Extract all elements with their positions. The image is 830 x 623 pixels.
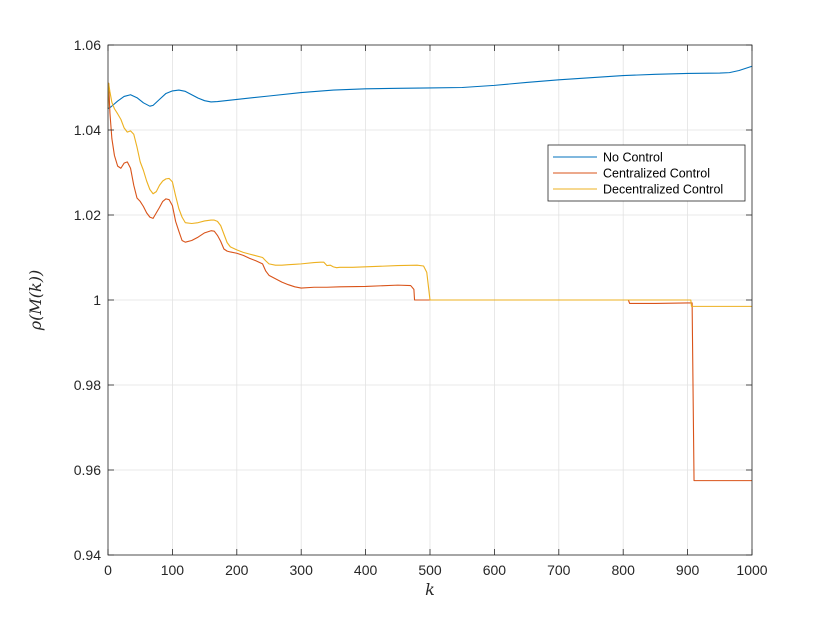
legend: No Control Centralized Control Decentral… bbox=[547, 144, 746, 202]
x-tick-label: 100 bbox=[161, 562, 185, 578]
series-line-no-control bbox=[107, 65, 753, 110]
y-tick-label: 0.98 bbox=[74, 377, 101, 393]
x-tick-label: 700 bbox=[547, 562, 571, 578]
series-layer bbox=[107, 65, 753, 482]
axis-ticks bbox=[107, 44, 753, 556]
x-tick-label: 200 bbox=[225, 562, 249, 578]
x-tick-label: 0 bbox=[104, 562, 112, 578]
x-tick-label: 900 bbox=[676, 562, 700, 578]
series-line-decentralized-control bbox=[107, 82, 752, 307]
x-tick-label: 400 bbox=[354, 562, 378, 578]
y-tick-label: 1.02 bbox=[74, 207, 101, 223]
x-tick-label: 300 bbox=[290, 562, 314, 578]
x-tick-label: 800 bbox=[612, 562, 636, 578]
x-tick-labels: 0 100 200 300 400 500 600 700 800 900 1000 bbox=[104, 562, 768, 578]
y-tick-labels: 0.94 0.96 0.98 1 1.02 1.04 1.06 bbox=[74, 37, 101, 563]
x-tick-label: 1000 bbox=[736, 562, 767, 578]
y-axis-label: ρ(M(k)) bbox=[26, 270, 45, 331]
x-tick-label: 500 bbox=[418, 562, 442, 578]
legend-label-no-control: No Control bbox=[603, 151, 663, 165]
x-tick-label: 600 bbox=[483, 562, 507, 578]
y-tick-label: 1.06 bbox=[74, 37, 101, 53]
y-tick-label: 1.04 bbox=[74, 122, 101, 138]
y-tick-label: 1 bbox=[93, 292, 101, 308]
y-tick-label: 0.96 bbox=[74, 462, 101, 478]
legend-label-centralized-control: Centralized Control bbox=[603, 167, 710, 181]
x-axis-label: k bbox=[425, 580, 435, 599]
legend-label-decentralized-control: Decentralized Control bbox=[603, 183, 723, 197]
y-tick-label: 0.94 bbox=[74, 547, 101, 563]
